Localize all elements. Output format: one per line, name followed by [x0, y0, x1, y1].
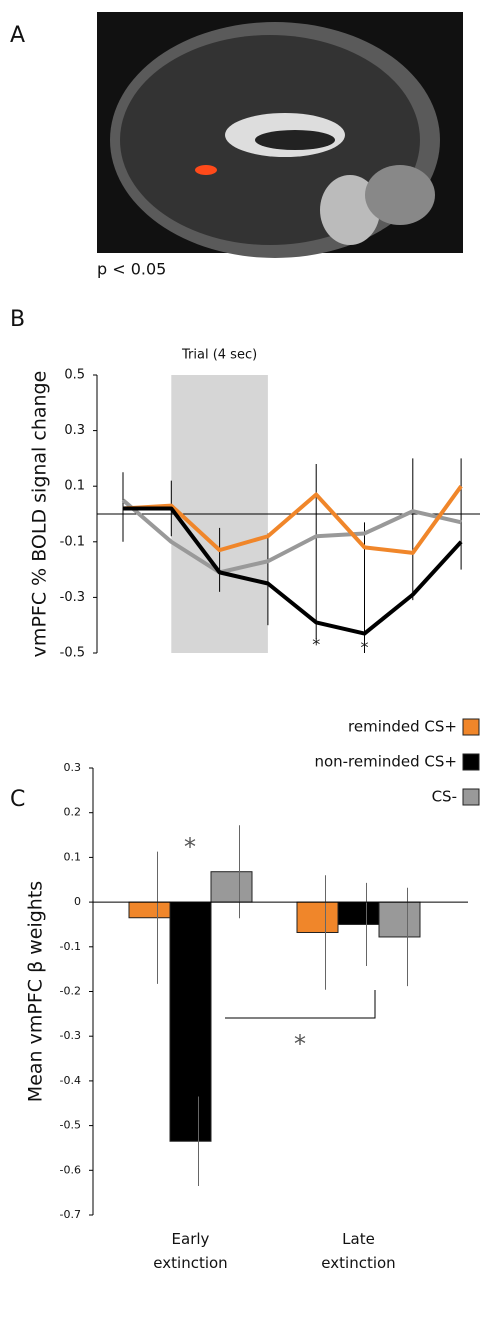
- y-tick-label: 0.3: [64, 761, 82, 774]
- y-tick-label: 0.2: [64, 806, 82, 819]
- y-tick-label: -0.5: [60, 1119, 81, 1132]
- line-series: [121, 498, 462, 575]
- y-tick-label: -0.3: [60, 1029, 81, 1042]
- y-tick-label: -0.2: [60, 985, 81, 998]
- annotation: Trial (4 sec): [181, 348, 257, 363]
- y-tick-label: -0.5: [60, 646, 85, 661]
- y-axis-label: Mean vmPFC β weights: [25, 881, 47, 1102]
- y-tick-label: 0.5: [64, 368, 85, 383]
- panel-label: B: [10, 307, 25, 332]
- y-tick-label: -0.7: [60, 1208, 81, 1221]
- line-series: [123, 506, 463, 636]
- bar: [128, 901, 171, 919]
- bar: [337, 901, 380, 925]
- bar: [296, 901, 339, 933]
- annotation: *: [312, 635, 320, 654]
- y-tick-label: 0.1: [64, 479, 85, 494]
- y-tick-label: 0.3: [64, 423, 85, 438]
- annotation: *: [361, 638, 369, 657]
- y-tick-label: -0.1: [60, 940, 81, 953]
- y-tick-label: 0: [74, 895, 81, 908]
- y-tick-label: -0.1: [60, 534, 85, 549]
- bar: [169, 901, 212, 1142]
- line-series: [122, 485, 463, 555]
- x-tick-label: Early extinction: [153, 1230, 227, 1272]
- legend-swatch: [462, 753, 480, 771]
- y-tick-label: 0.1: [64, 850, 82, 863]
- y-axis-label: vmPFC % BOLD signal change: [29, 371, 51, 658]
- panel-label: A: [10, 23, 25, 48]
- bar: [210, 871, 253, 903]
- x-tick-label: Late extinction: [321, 1230, 395, 1272]
- y-tick-label: -0.6: [60, 1163, 81, 1176]
- bracket: [225, 990, 376, 1019]
- legend-label: non-reminded CS+: [314, 753, 457, 771]
- legend-swatch: [462, 718, 480, 736]
- legend-label: reminded CS+: [348, 718, 457, 736]
- legend-swatch: [462, 788, 480, 806]
- legend-label: CS-: [432, 788, 457, 806]
- panel-label: C: [10, 787, 25, 812]
- annotation: *: [294, 1030, 306, 1058]
- image-caption: p < 0.05: [97, 260, 166, 279]
- bar: [378, 901, 421, 938]
- mri-image: [97, 12, 463, 258]
- y-tick-label: -0.3: [60, 590, 85, 605]
- y-tick-label: -0.4: [60, 1074, 81, 1087]
- annotation: *: [184, 833, 196, 861]
